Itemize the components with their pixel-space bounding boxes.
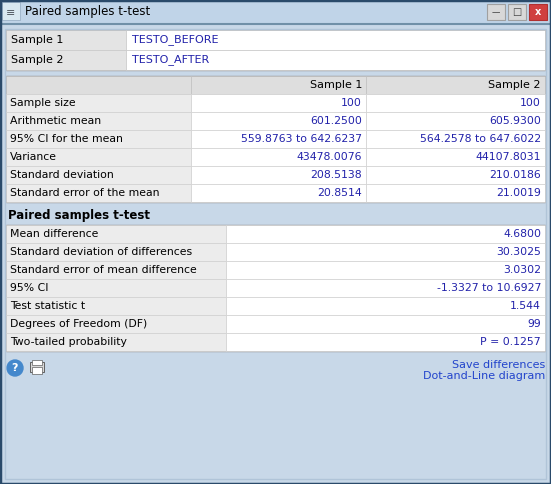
Bar [366, 112, 545, 130]
Bar [126, 50, 545, 70]
Text: —: — [492, 9, 500, 17]
Bar [30, 362, 44, 372]
Text: 30.3025: 30.3025 [496, 247, 541, 257]
Bar [6, 225, 226, 243]
Bar [226, 315, 545, 333]
Bar [191, 112, 366, 130]
Text: 100: 100 [341, 98, 362, 108]
Bar [126, 30, 545, 50]
Bar [191, 130, 366, 148]
Bar [6, 50, 126, 70]
Text: P = 0.1257: P = 0.1257 [480, 337, 541, 347]
Bar [508, 4, 526, 20]
Text: 559.8763 to 642.6237: 559.8763 to 642.6237 [241, 134, 362, 144]
Text: 21.0019: 21.0019 [496, 188, 541, 198]
Bar [226, 333, 545, 351]
Text: Mean difference: Mean difference [10, 229, 99, 239]
Bar [226, 261, 545, 279]
Text: Sample 1: Sample 1 [11, 35, 63, 45]
Bar [6, 166, 191, 184]
Text: Test statistic t: Test statistic t [10, 301, 85, 311]
Bar [529, 4, 547, 20]
Bar [6, 148, 191, 166]
Text: TESTO_AFTER: TESTO_AFTER [132, 55, 209, 65]
Bar [6, 76, 545, 202]
Text: 210.0186: 210.0186 [489, 170, 541, 180]
Text: 20.8514: 20.8514 [317, 188, 362, 198]
Bar [6, 130, 191, 148]
Bar [366, 76, 545, 94]
Bar [191, 76, 366, 94]
Bar [226, 279, 545, 297]
Bar [6, 243, 226, 261]
Text: Standard error of mean difference: Standard error of mean difference [10, 265, 197, 275]
Text: Dot-and-Line diagram: Dot-and-Line diagram [423, 371, 545, 381]
Bar [191, 148, 366, 166]
Text: 99: 99 [527, 319, 541, 329]
Text: 601.2500: 601.2500 [310, 116, 362, 126]
Text: 605.9300: 605.9300 [489, 116, 541, 126]
Text: Arithmetic mean: Arithmetic mean [10, 116, 101, 126]
Bar [226, 297, 545, 315]
Circle shape [7, 360, 23, 376]
Text: Standard error of the mean: Standard error of the mean [10, 188, 159, 198]
Text: 95% CI for the mean: 95% CI for the mean [10, 134, 123, 144]
Text: □: □ [512, 7, 522, 17]
Bar [226, 225, 545, 243]
Bar [6, 225, 545, 351]
Bar [191, 94, 366, 112]
Bar [6, 30, 545, 70]
Text: TESTO_BEFORE: TESTO_BEFORE [132, 34, 219, 45]
Text: Sample size: Sample size [10, 98, 75, 108]
Text: Paired samples t-test: Paired samples t-test [8, 209, 150, 222]
Text: 4.6800: 4.6800 [503, 229, 541, 239]
Text: 44107.8031: 44107.8031 [476, 152, 541, 162]
Text: Standard deviation: Standard deviation [10, 170, 114, 180]
Bar [6, 30, 126, 50]
Bar [6, 333, 226, 351]
Bar [32, 367, 42, 374]
Bar [366, 166, 545, 184]
Bar [2, 2, 20, 20]
Text: Two-tailed probability: Two-tailed probability [10, 337, 127, 347]
Bar [6, 261, 226, 279]
Text: 3.0302: 3.0302 [503, 265, 541, 275]
Text: -1.3327 to 10.6927: -1.3327 to 10.6927 [436, 283, 541, 293]
Bar [191, 184, 366, 202]
Bar [226, 243, 545, 261]
Text: Sample 2: Sample 2 [489, 80, 541, 90]
Bar [6, 112, 191, 130]
Text: Variance: Variance [10, 152, 57, 162]
Bar [366, 94, 545, 112]
Text: 1.544: 1.544 [510, 301, 541, 311]
Text: ?: ? [12, 363, 18, 373]
Text: Sample 1: Sample 1 [310, 80, 362, 90]
Bar [32, 360, 42, 365]
Text: Save differences: Save differences [452, 360, 545, 370]
Text: Sample 2: Sample 2 [11, 55, 63, 65]
Bar [191, 166, 366, 184]
Text: Degrees of Freedom (DF): Degrees of Freedom (DF) [10, 319, 147, 329]
Text: ≡: ≡ [6, 8, 15, 18]
Bar [366, 184, 545, 202]
Text: x: x [535, 7, 541, 17]
Bar [487, 4, 505, 20]
Text: 208.5138: 208.5138 [310, 170, 362, 180]
Bar [6, 94, 191, 112]
Text: Paired samples t-test: Paired samples t-test [25, 5, 150, 18]
Bar [6, 297, 226, 315]
Bar [366, 130, 545, 148]
Bar [0, 0, 551, 24]
Text: 100: 100 [520, 98, 541, 108]
Bar [6, 184, 191, 202]
Bar [6, 315, 226, 333]
Text: 95% CI: 95% CI [10, 283, 48, 293]
Bar [366, 148, 545, 166]
Bar [6, 279, 226, 297]
Bar [6, 76, 191, 94]
Text: Standard deviation of differences: Standard deviation of differences [10, 247, 192, 257]
Text: 564.2578 to 647.6022: 564.2578 to 647.6022 [420, 134, 541, 144]
Text: 43478.0076: 43478.0076 [296, 152, 362, 162]
